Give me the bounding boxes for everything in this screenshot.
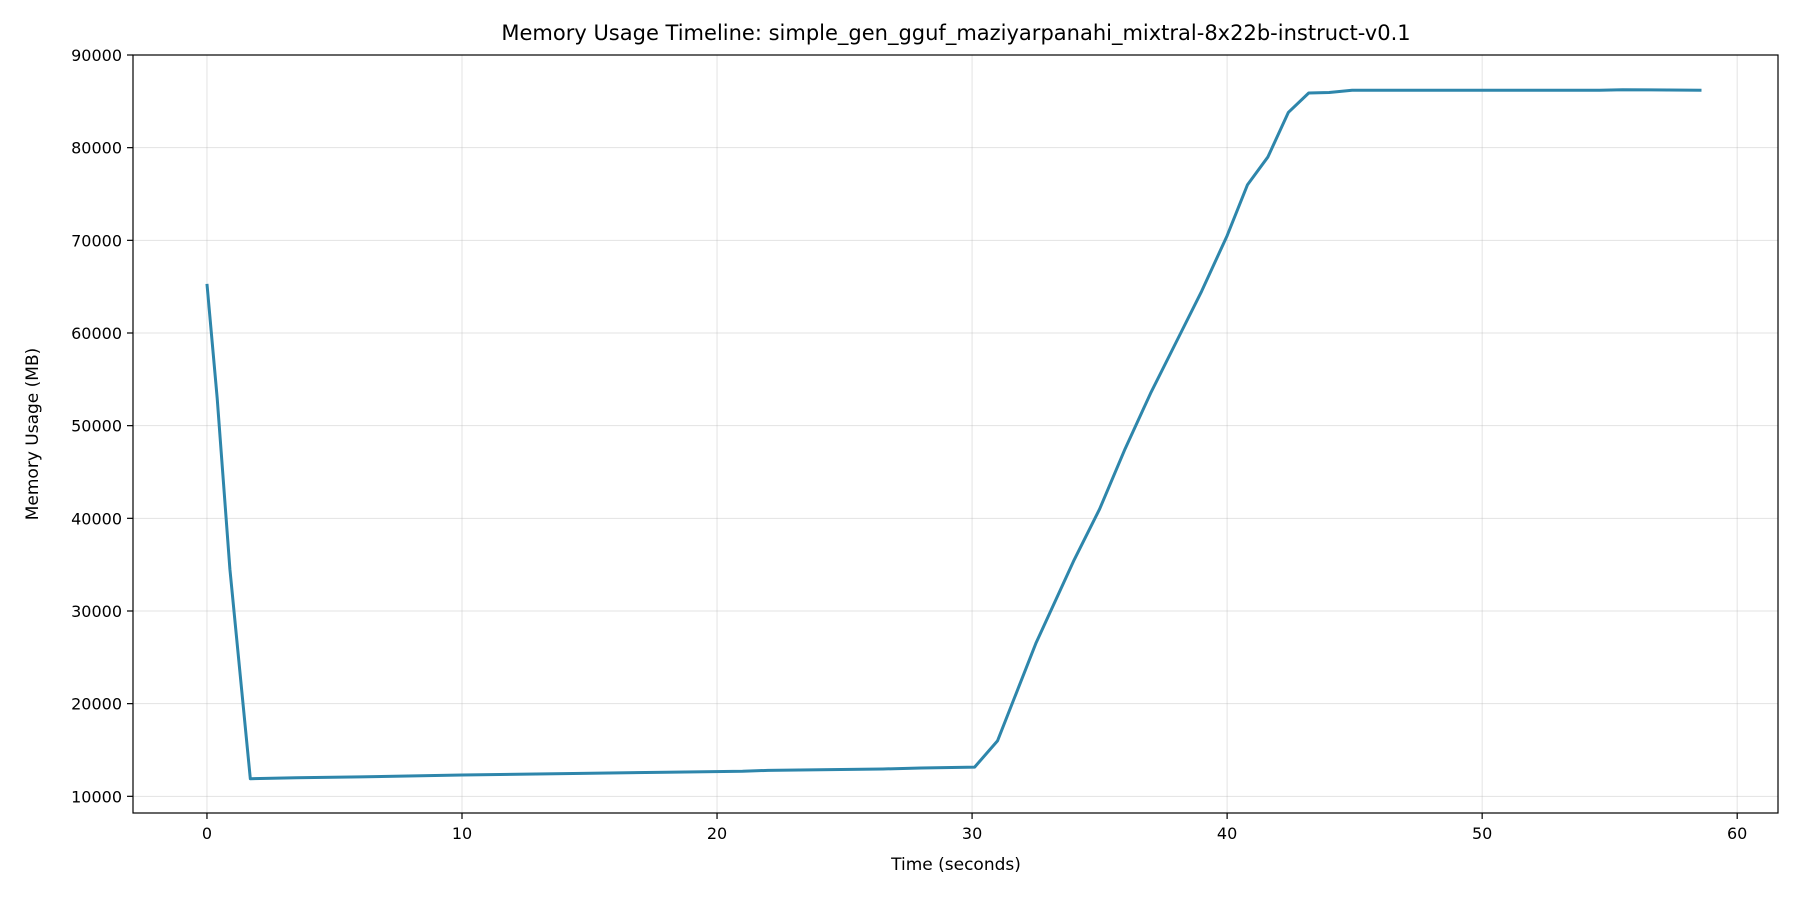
- series-layer: [205, 88, 1702, 781]
- y-tick-label: 10000: [71, 787, 122, 806]
- x-tick-label: 20: [707, 824, 727, 843]
- y-tick-label: 50000: [71, 417, 122, 436]
- tick-layer: 0 10 20 30 40 50 60 10000 20000 30000 40000 50000 60…: [71, 46, 1747, 843]
- x-tick-label: 40: [1217, 824, 1237, 843]
- memory-usage-series-line: [205, 88, 1702, 781]
- x-tick-label: 50: [1472, 824, 1492, 843]
- x-tick-label: 0: [202, 824, 212, 843]
- y-tick-label: 60000: [71, 324, 122, 343]
- plot-frame: [132, 54, 1779, 814]
- x-tick-label: 10: [452, 824, 472, 843]
- y-tick-label: 80000: [71, 139, 122, 158]
- y-axis-label: Memory Usage (MB): [23, 348, 43, 521]
- x-tick-label: 30: [962, 824, 982, 843]
- chart-title: Memory Usage Timeline: simple_gen_gguf_m…: [501, 21, 1410, 46]
- y-tick-label: 70000: [71, 231, 122, 250]
- x-axis-label: Time (seconds): [890, 855, 1021, 875]
- y-tick-label: 40000: [71, 509, 122, 528]
- y-tick-label: 30000: [71, 602, 122, 621]
- y-tick-label: 20000: [71, 695, 122, 714]
- x-tick-label: 60: [1727, 824, 1747, 843]
- grid-lines: [133, 54, 1778, 813]
- y-tick-label: 90000: [71, 46, 122, 65]
